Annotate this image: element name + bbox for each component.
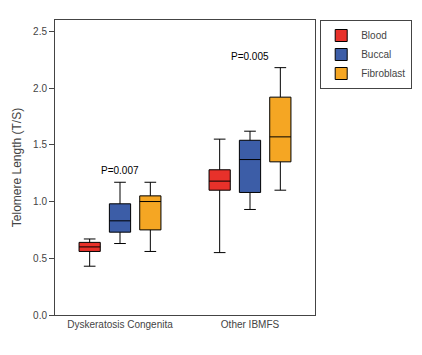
svg-text:0.0: 0.0 — [33, 310, 47, 321]
svg-text:0.5: 0.5 — [33, 253, 47, 264]
svg-text:2.0: 2.0 — [33, 83, 47, 94]
svg-text:Other IBMFS: Other IBMFS — [221, 319, 280, 330]
svg-text:P=0.007: P=0.007 — [101, 165, 139, 176]
svg-text:Dyskeratosis Congenita: Dyskeratosis Congenita — [67, 319, 173, 330]
svg-text:P=0.005: P=0.005 — [231, 51, 269, 62]
svg-text:Blood: Blood — [361, 30, 387, 41]
svg-text:2.5: 2.5 — [33, 26, 47, 37]
svg-text:Telomere Length (T/S): Telomere Length (T/S) — [10, 108, 24, 227]
svg-text:Buccal: Buccal — [361, 49, 391, 60]
svg-text:1.5: 1.5 — [33, 139, 47, 150]
svg-text:Fibroblast: Fibroblast — [361, 68, 405, 79]
svg-text:1.0: 1.0 — [33, 196, 47, 207]
